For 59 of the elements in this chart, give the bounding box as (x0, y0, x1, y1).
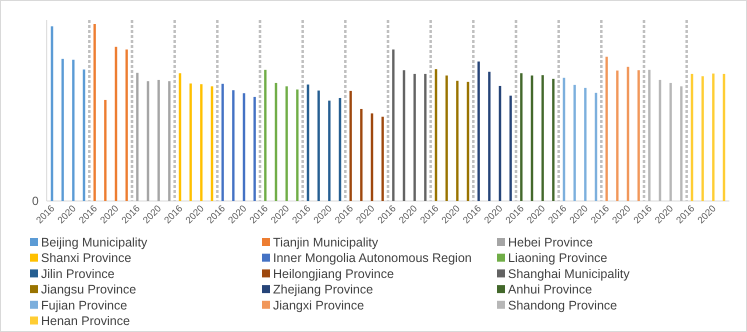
bar (701, 76, 704, 201)
bar (72, 60, 75, 201)
bar (552, 78, 555, 201)
bar (264, 70, 267, 201)
bar (328, 100, 331, 201)
bar (93, 24, 96, 201)
legend-label: Beijing Municipality (41, 236, 148, 250)
legend-label: Hebei Province (508, 236, 593, 250)
bar (221, 84, 224, 201)
bar (349, 90, 352, 201)
legend-label: Shanxi Province (41, 251, 132, 266)
bar (488, 72, 491, 201)
bar (317, 90, 320, 201)
bar (456, 80, 459, 201)
bar (296, 89, 299, 201)
bar (445, 76, 448, 201)
legend-label: Jiangxi Province (273, 298, 364, 312)
bar (648, 70, 651, 201)
bar (680, 86, 683, 201)
bar (616, 70, 619, 201)
bar (712, 74, 715, 201)
legend-label: Heilongjiang Province (273, 266, 394, 281)
bar (232, 90, 235, 201)
legend-label: Anhui Province (508, 282, 592, 297)
bar (637, 70, 640, 201)
bar (285, 86, 288, 201)
bar (509, 96, 512, 201)
bar (253, 96, 256, 201)
bar (61, 58, 64, 201)
legend-label: Jilin Province (41, 266, 115, 281)
legend-label: Shandong Province (508, 298, 618, 312)
bar (168, 81, 171, 201)
bar (200, 84, 203, 201)
legend-label: Inner Mongolia Autonomous Region (273, 251, 472, 266)
bar (424, 74, 427, 201)
bar (413, 74, 416, 201)
bar (136, 72, 139, 201)
text: 0 (32, 194, 39, 208)
legend-label: Zhejiang Province (273, 282, 374, 297)
bar (104, 100, 107, 201)
bar (189, 83, 192, 201)
legend-label: Liaoning Province (508, 251, 608, 266)
bar (573, 84, 576, 201)
bar (381, 116, 384, 201)
bar (520, 73, 523, 201)
bar (669, 82, 672, 201)
bar (541, 75, 544, 201)
bar (584, 88, 587, 201)
bar (392, 49, 395, 201)
legend-label: Fujian Province (41, 298, 128, 312)
bar (605, 56, 608, 201)
legend-label: Tianjin Municipality (273, 236, 379, 250)
bar (157, 80, 160, 201)
legend-label: Henan Province (41, 314, 130, 328)
bar (360, 108, 363, 201)
legend-label: Shanghai Municipality (508, 266, 630, 281)
legend-label: Jiangsu Province (41, 282, 136, 297)
bar (477, 62, 480, 201)
bar (125, 49, 128, 201)
